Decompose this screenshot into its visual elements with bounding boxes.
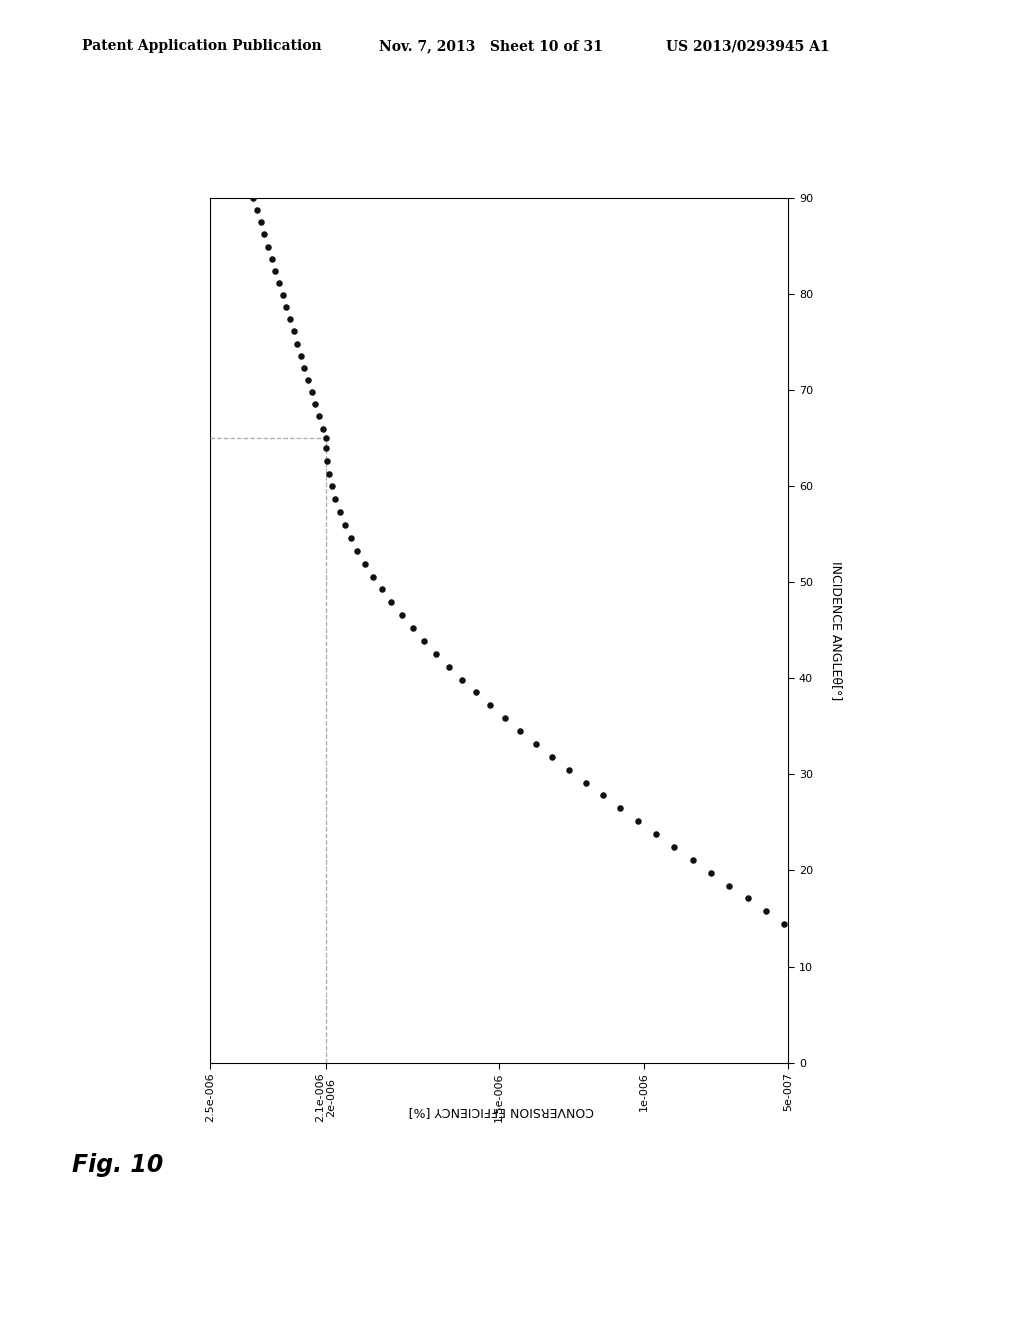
- Point: [282, 309, 298, 330]
- Point: [739, 888, 756, 909]
- Text: US 2013/0293945 A1: US 2013/0293945 A1: [666, 40, 829, 53]
- Point: [913, 1030, 930, 1051]
- Point: [245, 187, 261, 209]
- Point: [303, 381, 319, 403]
- Point: [416, 631, 432, 652]
- Point: [274, 285, 291, 306]
- Point: [249, 199, 265, 220]
- Point: [332, 502, 348, 523]
- Point: [440, 656, 457, 677]
- Point: [307, 393, 324, 414]
- Point: [902, 1016, 919, 1038]
- Point: [289, 333, 305, 354]
- Point: [293, 346, 309, 367]
- Point: [512, 721, 528, 742]
- Point: [337, 515, 353, 536]
- Point: [260, 236, 276, 257]
- Point: [278, 297, 294, 318]
- Point: [311, 405, 328, 426]
- Point: [356, 553, 373, 574]
- Point: [890, 1003, 906, 1024]
- Point: [317, 428, 334, 449]
- Point: [845, 965, 861, 986]
- Point: [811, 940, 827, 961]
- Point: [317, 437, 334, 458]
- Point: [393, 605, 410, 626]
- Point: [327, 488, 343, 510]
- Point: [270, 272, 287, 293]
- Point: [314, 418, 331, 440]
- Point: [263, 248, 280, 269]
- Point: [374, 579, 390, 601]
- Text: Fig. 10: Fig. 10: [72, 1154, 163, 1177]
- Point: [561, 759, 578, 780]
- Point: [776, 913, 793, 935]
- Text: Patent Application Publication: Patent Application Publication: [82, 40, 322, 53]
- Point: [828, 952, 845, 973]
- Point: [482, 694, 499, 715]
- Point: [544, 746, 560, 767]
- Point: [758, 900, 774, 921]
- Point: [365, 566, 381, 587]
- Point: [256, 224, 272, 246]
- Y-axis label: INCIDENCE ANGLEθ[°]: INCIDENCE ANGLEθ[°]: [829, 561, 843, 700]
- Point: [648, 824, 665, 845]
- Point: [300, 370, 316, 391]
- Point: [922, 1043, 938, 1064]
- Text: Nov. 7, 2013   Sheet 10 of 31: Nov. 7, 2013 Sheet 10 of 31: [379, 40, 603, 53]
- Point: [630, 810, 646, 832]
- Point: [267, 260, 284, 281]
- Point: [454, 669, 470, 690]
- Point: [318, 450, 335, 471]
- Point: [794, 927, 810, 948]
- Point: [497, 708, 513, 729]
- Point: [428, 643, 444, 664]
- Point: [468, 682, 484, 704]
- Point: [321, 463, 337, 484]
- Point: [253, 211, 269, 232]
- Point: [296, 358, 312, 379]
- Point: [324, 475, 340, 496]
- Point: [595, 785, 611, 807]
- Point: [702, 862, 719, 883]
- Point: [612, 797, 629, 818]
- Point: [383, 591, 399, 612]
- Point: [404, 618, 421, 639]
- Point: [342, 528, 358, 549]
- Point: [721, 875, 737, 896]
- Point: [860, 978, 877, 999]
- Point: [876, 991, 892, 1012]
- Point: [578, 772, 594, 793]
- Text: CONVERSION EFFICIENCY [%]: CONVERSION EFFICIENCY [%]: [409, 1105, 595, 1118]
- Point: [684, 849, 700, 870]
- Point: [286, 321, 302, 342]
- Point: [667, 837, 683, 858]
- Point: [349, 540, 366, 561]
- Point: [528, 734, 545, 755]
